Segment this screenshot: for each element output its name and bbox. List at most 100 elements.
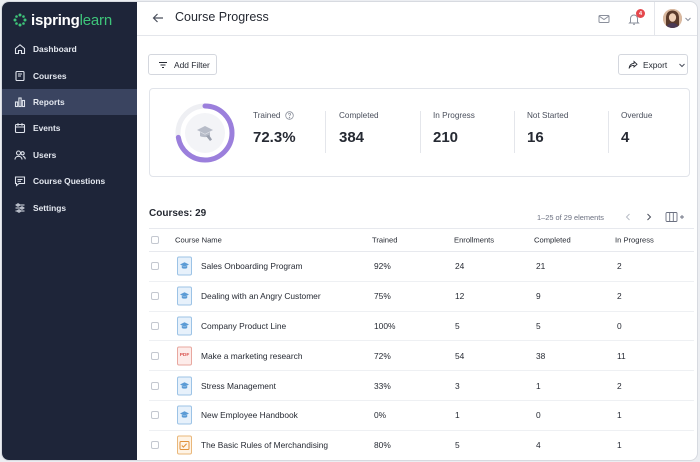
course-trained: 92% <box>374 261 391 272</box>
course-completed: 38 <box>536 350 546 361</box>
chat-icon <box>14 176 26 187</box>
main-content: Course Progress 4 Add Filter Export <box>137 2 697 460</box>
table-row[interactable]: Dealing with an Angry Customer 75% 12 9 … <box>149 282 694 312</box>
courses-table: Course Name Trained Enrollments Complete… <box>149 228 694 460</box>
table-row[interactable]: Company Product Line 100% 5 5 0 <box>149 312 694 342</box>
export-label: Export <box>643 59 668 70</box>
row-checkbox[interactable] <box>151 321 159 330</box>
row-checkbox[interactable] <box>151 411 159 420</box>
course-completed: 1 <box>536 380 541 391</box>
row-checkbox[interactable] <box>151 381 159 390</box>
sidebar-item-label: Course Questions <box>33 176 106 187</box>
stat-label: Completed <box>339 111 379 120</box>
chevron-down-icon[interactable] <box>684 15 692 23</box>
course-name[interactable]: Dealing with an Angry Customer <box>201 291 321 302</box>
stat-label: Trained <box>253 111 281 120</box>
table-row[interactable]: PDF Make a marketing research 72% 54 38 … <box>149 341 694 372</box>
course-name[interactable]: The Basic Rules of Merchandising <box>201 440 329 451</box>
book-icon <box>15 70 25 81</box>
course-enrollments: 1 <box>455 410 460 421</box>
columns-settings-icon[interactable] <box>665 211 685 223</box>
stat-divider <box>608 111 609 153</box>
sidebar-item-reports[interactable]: Reports <box>2 88 137 116</box>
course-name[interactable]: Stress Management <box>201 380 276 391</box>
stat-divider <box>325 111 326 153</box>
course-name[interactable]: New Employee Handbook <box>201 410 298 421</box>
sidebar-item-events[interactable]: Events <box>2 115 137 141</box>
avatar[interactable] <box>663 9 682 28</box>
column-header-completed[interactable]: Completed <box>534 235 571 245</box>
chevron-right-icon[interactable] <box>644 212 654 222</box>
share-icon <box>628 59 638 69</box>
course-icon <box>177 256 192 276</box>
help-icon[interactable] <box>285 111 295 120</box>
pdf-icon-label: PDF <box>179 353 190 359</box>
course-in-progress: 2 <box>617 291 622 302</box>
course-icon <box>177 286 192 306</box>
sidebar-item-course-questions[interactable]: Course Questions <box>2 168 137 194</box>
column-header-enrollments[interactable]: Enrollments <box>454 235 495 245</box>
table-row[interactable]: New Employee Handbook 0% 1 0 1 <box>149 401 694 431</box>
notification-badge: 4 <box>636 9 645 18</box>
filter-icon <box>159 61 167 68</box>
mail-icon[interactable] <box>597 12 611 26</box>
sidebar-nav: Dashboard Courses Reports Events Users C… <box>2 36 137 221</box>
course-enrollments: 12 <box>455 291 465 302</box>
table-header: Course Name Trained Enrollments Complete… <box>149 228 694 252</box>
chevron-left-icon[interactable] <box>623 212 633 222</box>
row-checkbox[interactable] <box>151 351 159 360</box>
table-row[interactable]: Sales Onboarding Program 92% 24 21 2 <box>149 252 694 282</box>
course-trained: 75% <box>374 291 391 302</box>
sidebar-item-label: Settings <box>33 202 67 213</box>
back-arrow-icon[interactable] <box>151 11 165 25</box>
course-name[interactable]: Make a marketing research <box>201 350 303 361</box>
course-name[interactable]: Sales Onboarding Program <box>201 261 303 272</box>
table-row[interactable]: The Basic Rules of Merchandising 80% 5 4… <box>149 431 694 460</box>
export-button[interactable]: Export <box>618 54 688 75</box>
logo-text-bold: ispring <box>31 11 80 29</box>
sidebar-item-label: Events <box>33 123 61 134</box>
add-filter-button[interactable]: Add Filter <box>148 54 217 75</box>
course-icon <box>177 316 192 336</box>
row-checkbox[interactable] <box>151 292 159 301</box>
row-checkbox[interactable] <box>151 262 159 271</box>
row-checkbox[interactable] <box>151 441 159 450</box>
course-enrollments: 24 <box>455 261 465 272</box>
sidebar-item-dashboard[interactable]: Dashboard <box>2 36 137 62</box>
course-name[interactable]: Company Product Line <box>201 320 287 331</box>
column-header-in-progress[interactable]: In Progress <box>615 235 654 245</box>
pagination-info: 1–25 of 29 elements <box>537 213 604 222</box>
logo[interactable]: ispringlearn <box>13 11 112 29</box>
stat-value: 72.3% <box>253 129 296 146</box>
course-trained: 0% <box>374 410 387 421</box>
users-icon <box>14 150 26 160</box>
ispring-logo-icon <box>13 13 27 27</box>
column-header-course-name[interactable]: Course Name <box>175 235 222 245</box>
course-in-progress: 11 <box>617 350 626 361</box>
stat-label: Overdue <box>621 111 653 120</box>
checklist-icon <box>177 435 192 455</box>
top-bar: Course Progress 4 <box>137 2 697 36</box>
sidebar-item-users[interactable]: Users <box>2 142 137 168</box>
chevron-down-icon <box>679 63 686 67</box>
sidebar-item-courses[interactable]: Courses <box>2 62 137 88</box>
stat-value: 4 <box>621 129 630 146</box>
column-header-trained[interactable]: Trained <box>372 235 398 245</box>
stat-value: 384 <box>339 129 365 146</box>
sidebar-item-settings[interactable]: Settings <box>2 194 137 220</box>
select-all-checkbox[interactable] <box>151 236 159 244</box>
sliders-icon <box>15 202 25 213</box>
course-trained: 100% <box>374 320 396 331</box>
stat-label: In Progress <box>433 111 475 120</box>
sidebar-item-label: Users <box>33 149 57 160</box>
course-in-progress: 0 <box>617 320 622 331</box>
course-enrollments: 3 <box>455 380 460 391</box>
sidebar-item-label: Courses <box>33 70 67 81</box>
sidebar: ispringlearn Dashboard Courses Reports E… <box>2 2 137 460</box>
course-completed: 0 <box>536 410 541 421</box>
bell-icon[interactable] <box>627 12 641 26</box>
calendar-icon <box>14 123 26 134</box>
table-row[interactable]: Stress Management 33% 3 1 2 <box>149 371 694 401</box>
topbar-divider <box>654 2 655 36</box>
